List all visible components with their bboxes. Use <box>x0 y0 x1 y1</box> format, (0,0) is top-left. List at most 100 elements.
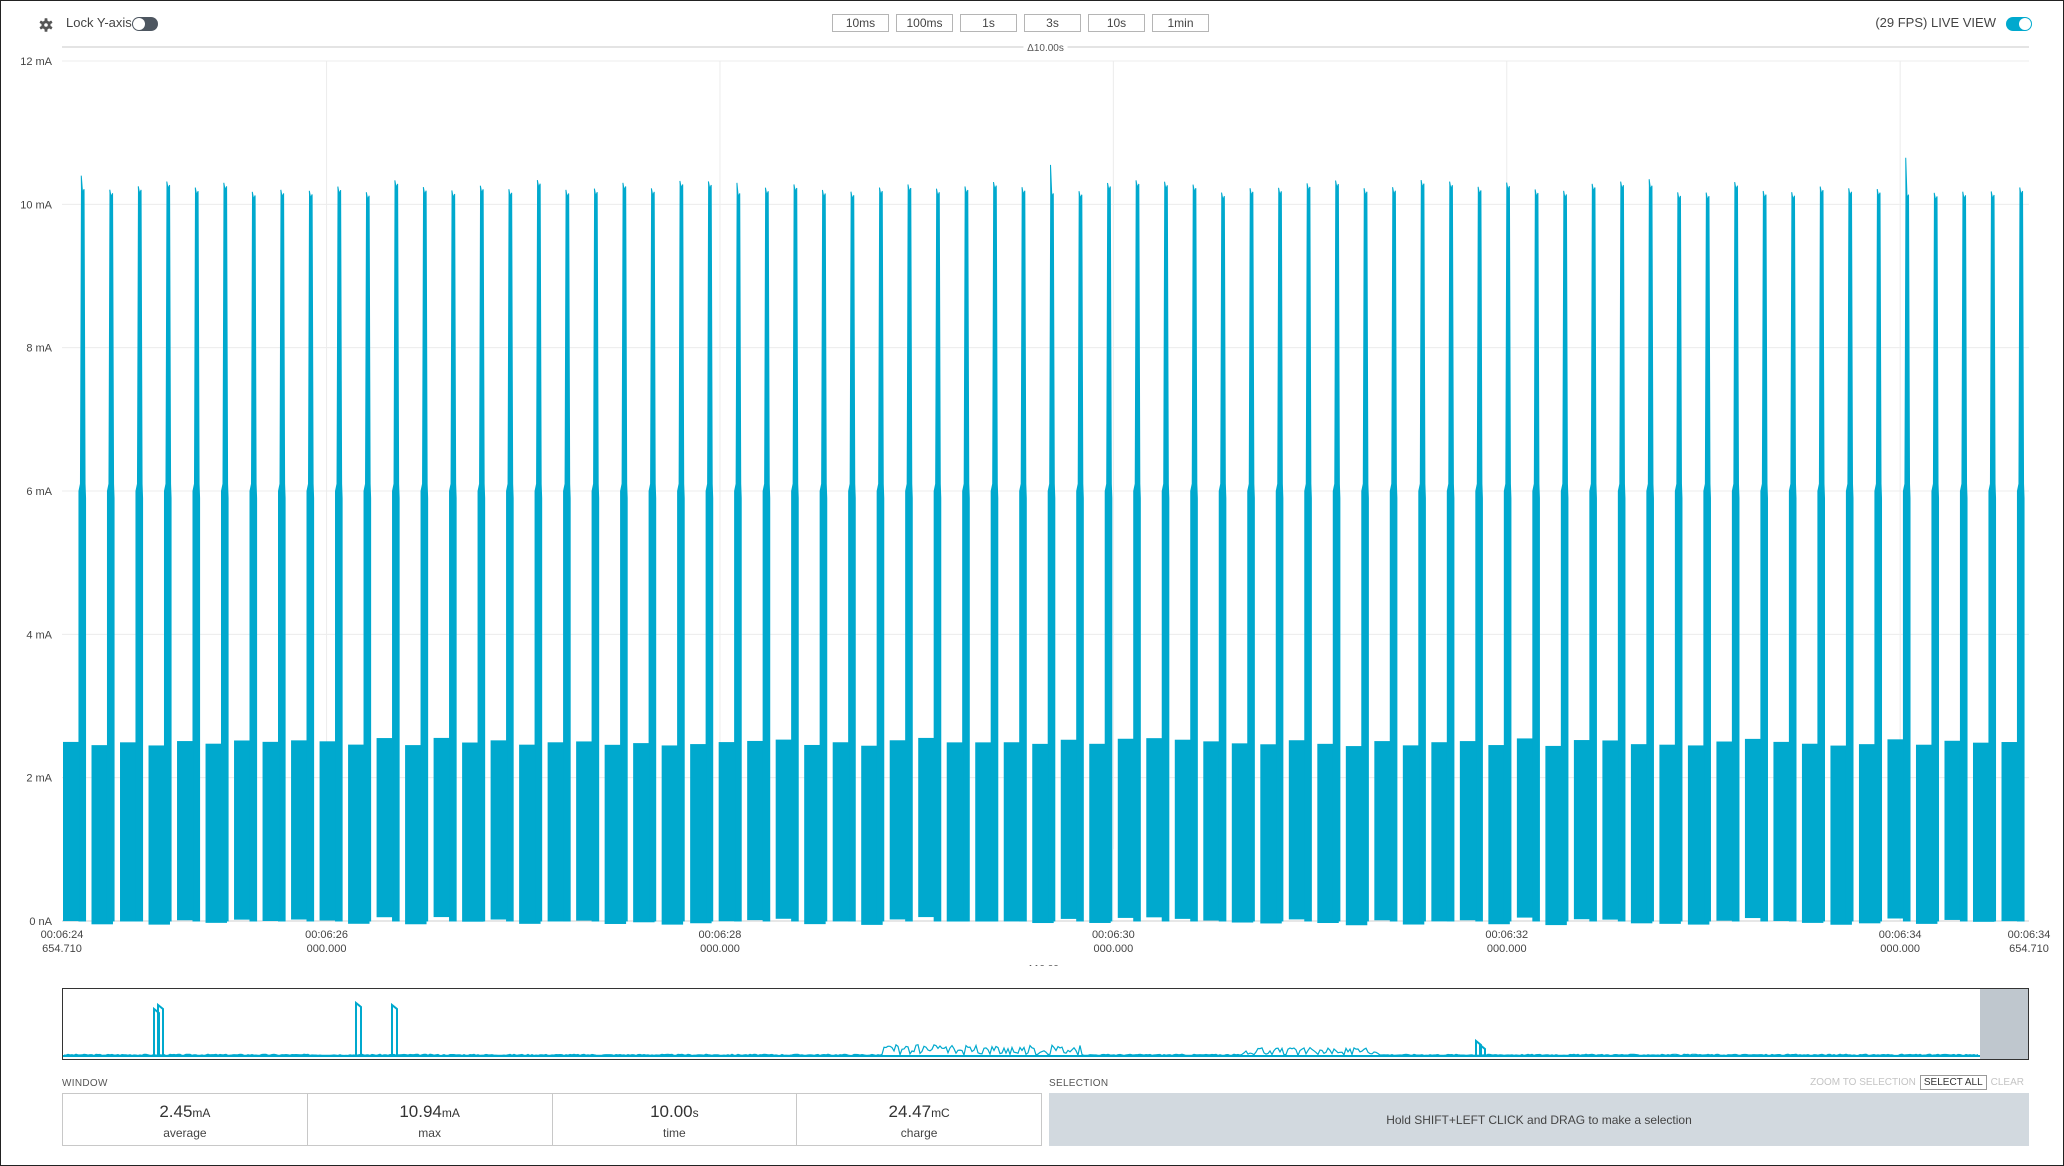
span-indicator-bottom: Δ10.00s <box>1023 962 1068 966</box>
zoom-1min-button[interactable]: 1min <box>1152 14 1209 32</box>
selection-area[interactable]: Hold SHIFT+LEFT CLICK and DRAG to make a… <box>1049 1093 2029 1146</box>
trough-gap <box>1568 849 1571 920</box>
current-pulse <box>1019 187 1027 922</box>
trough-gap <box>1996 849 1998 920</box>
current-series <box>63 157 2027 926</box>
current-chart[interactable]: Δ10.00s 0 nA 2 mA 4 mA 6 mA 8 mA 10 mA 12 mA 0… <box>0 36 2064 966</box>
trough-gap <box>200 849 202 920</box>
y-tick-label: 0 nA <box>29 916 52 928</box>
trough-gap <box>998 849 1000 920</box>
x-tick-label: 00:06:32 <box>1485 929 1528 941</box>
trough-gap <box>599 849 601 920</box>
trough-gap <box>1397 849 1400 920</box>
live-view-label: (29 FPS) LIVE VIEW <box>1875 15 1996 30</box>
zoom-10s-button[interactable]: 10s <box>1088 14 1145 32</box>
current-pulse <box>1218 192 1227 922</box>
zoom-to-selection-button[interactable]: ZOOM TO SELECTION <box>1810 1077 1916 1088</box>
trough-gap <box>1283 849 1286 920</box>
average-label: average <box>163 1126 207 1140</box>
current-pulse <box>1532 189 1540 922</box>
trough-gap <box>1939 849 1941 920</box>
current-pulse <box>363 192 372 922</box>
max-value: 10.94 <box>399 1102 442 1121</box>
time-unit: s <box>692 1106 699 1120</box>
lock-y-axis-label: Lock Y-axis <box>66 15 132 30</box>
trough-gap <box>884 849 886 920</box>
current-pulse <box>990 181 999 922</box>
current-pulse <box>1788 192 1797 922</box>
gear-icon[interactable] <box>36 15 56 35</box>
trough-gap <box>1768 849 1770 920</box>
current-pulse <box>1674 192 1683 922</box>
zoom-3s-button[interactable]: 3s <box>1024 14 1081 32</box>
stat-charge: 24.47mC charge <box>797 1094 1041 1145</box>
x-tick-label: 00:06:28 <box>699 929 742 941</box>
trough-gap <box>143 849 145 920</box>
y-axis: 0 nA 2 mA 4 mA 6 mA 8 mA 10 mA 12 mA <box>20 56 52 928</box>
current-pulse <box>1902 157 1911 922</box>
zoom-10ms-button[interactable]: 10ms <box>832 14 889 32</box>
overview-spike <box>157 1002 164 1057</box>
current-pulse <box>220 182 229 922</box>
current-pulse <box>1589 183 1597 922</box>
current-pulse <box>1161 181 1170 922</box>
trough-gap <box>1141 849 1143 920</box>
current-pulse <box>1332 180 1341 922</box>
current-pulse <box>1475 186 1483 922</box>
current-pulse <box>876 187 885 922</box>
trough-gap <box>314 849 316 920</box>
zoom-1s-button[interactable]: 1s <box>960 14 1017 32</box>
select-all-button[interactable]: SELECT ALL <box>1919 1075 1987 1090</box>
current-pulse <box>1874 188 1883 922</box>
trough-gap <box>1084 849 1086 920</box>
overview-frame <box>62 988 2029 1060</box>
zoom-100ms-button[interactable]: 100ms <box>896 14 953 32</box>
current-pulse <box>734 182 742 922</box>
span-label: Δ10.00s <box>1027 43 1064 54</box>
current-pulse <box>1104 182 1113 922</box>
current-pulse <box>1446 181 1455 922</box>
trough-gap <box>1882 849 1884 920</box>
current-pulse <box>705 181 714 922</box>
window-stats: 2.45mA average 10.94mA max 10.00s time 2… <box>62 1093 1042 1146</box>
trough-gap <box>742 849 744 920</box>
charge-value: 24.47 <box>888 1102 932 1121</box>
toggle-knob <box>133 18 145 30</box>
trough-gap <box>115 849 117 920</box>
average-value: 2.45 <box>159 1102 193 1121</box>
trough-gap <box>713 849 715 920</box>
lock-y-axis-toggle[interactable] <box>132 17 158 31</box>
current-pulse <box>1133 180 1141 922</box>
zoom-buttons: 10ms 100ms 1s 3s 10s 1min <box>832 14 1209 32</box>
stat-max: 10.94mA max <box>308 1094 553 1145</box>
max-unit: mA <box>441 1106 460 1120</box>
current-pulse <box>1988 191 1997 922</box>
trough-gap <box>1511 849 1514 920</box>
trough-gap <box>1625 849 1628 920</box>
trough-gap <box>485 849 487 920</box>
x-tick-sublabel: 654.710 <box>42 943 82 955</box>
average-unit: mA <box>192 1106 211 1120</box>
span-label-bg <box>1023 41 1068 53</box>
y-tick-label: 10 mA <box>20 199 52 211</box>
x-tick-sublabel: 000.000 <box>1093 943 1133 955</box>
trough-gap <box>1854 849 1856 920</box>
current-pulse <box>1304 183 1312 922</box>
current-pulse <box>1503 182 1512 922</box>
overview-spike <box>1479 1042 1486 1057</box>
y-tick-label: 8 mA <box>26 343 52 355</box>
current-pulse <box>819 189 828 922</box>
overview-window-indicator[interactable] <box>1980 989 2028 1059</box>
stat-average: 2.45mA average <box>63 1094 308 1145</box>
clear-button[interactable]: CLEAR <box>1990 1077 2024 1088</box>
trough-gap <box>1055 849 1058 920</box>
current-pulse <box>962 186 970 922</box>
window-label: WINDOW <box>62 1078 108 1089</box>
current-pulse <box>1418 179 1426 922</box>
selection-label: SELECTION <box>1049 1078 1109 1089</box>
current-pulse <box>677 180 685 922</box>
current-pulse <box>78 175 87 922</box>
live-view-toggle[interactable] <box>2006 17 2032 31</box>
trough-gap <box>1312 849 1314 920</box>
overview-chart[interactable] <box>62 988 2029 1060</box>
